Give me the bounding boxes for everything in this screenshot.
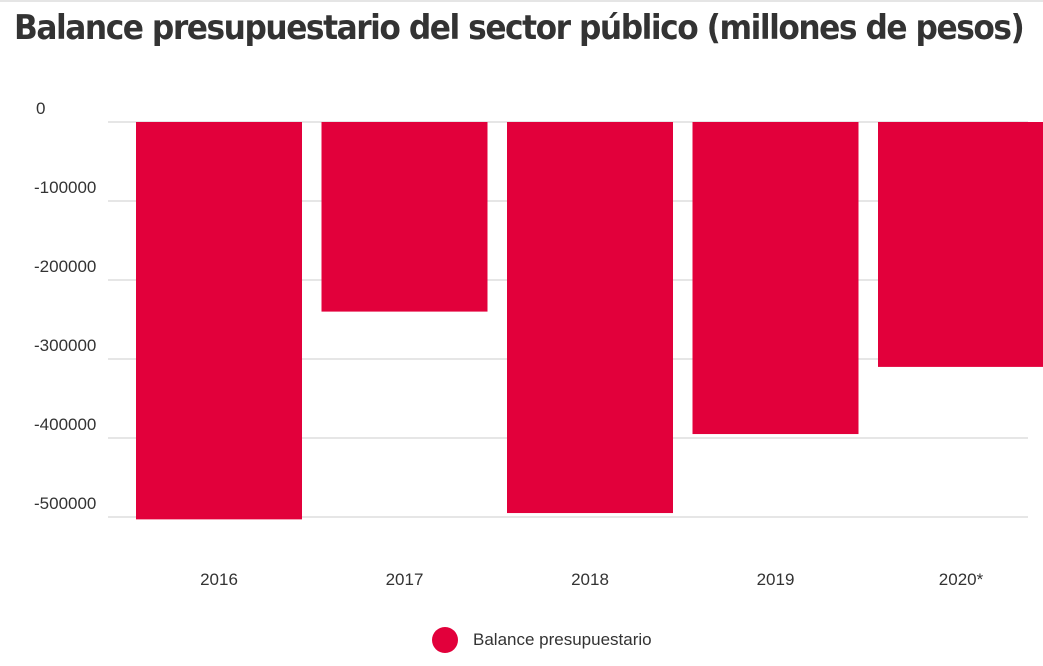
bar-2017[interactable] xyxy=(321,122,488,312)
top-border xyxy=(0,0,1043,2)
y-tick-label: -400000 xyxy=(34,415,96,434)
x-tick-label: 2018 xyxy=(571,570,609,589)
y-tick-label: 0 xyxy=(36,99,45,118)
x-tick-label: 2019 xyxy=(757,570,795,589)
legend-swatch-icon xyxy=(432,627,458,653)
x-axis-ticks: 2016 2017 2018 2019 2020* xyxy=(200,570,984,589)
y-axis-ticks: 0 -100000 -200000 -300000 -400000 -500000 xyxy=(34,99,96,513)
bars xyxy=(136,122,1043,520)
x-tick-label: 2020* xyxy=(939,570,984,589)
y-tick-label: -200000 xyxy=(34,257,96,276)
y-tick-label: -100000 xyxy=(34,178,96,197)
x-tick-label: 2017 xyxy=(386,570,424,589)
y-tick-label: -500000 xyxy=(34,494,96,513)
bar-2016[interactable] xyxy=(136,122,302,520)
bar-2020star[interactable] xyxy=(878,122,1043,367)
bar-2018[interactable] xyxy=(507,122,673,514)
chart-title: Balance presupuestario del sector públic… xyxy=(14,8,1025,48)
bar-2019[interactable] xyxy=(692,122,859,435)
x-tick-label: 2016 xyxy=(200,570,238,589)
legend[interactable]: Balance presupuestario xyxy=(432,627,652,653)
legend-label: Balance presupuestario xyxy=(473,630,652,649)
y-tick-label: -300000 xyxy=(34,336,96,355)
